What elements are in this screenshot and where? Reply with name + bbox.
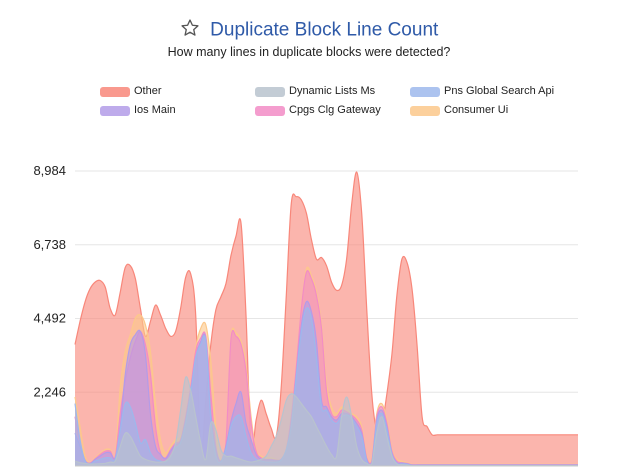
series-area-other[interactable] <box>75 172 578 466</box>
legend-swatch[interactable] <box>255 106 285 116</box>
y-tick-label: 8,984 <box>33 163 66 178</box>
legend-label[interactable]: Other <box>134 85 162 97</box>
series-area-pns-global-search-api[interactable] <box>75 307 578 466</box>
star-outline-icon[interactable] <box>180 18 200 43</box>
series-areas <box>74 171 579 467</box>
legend-swatch[interactable] <box>410 106 440 116</box>
y-tick-label: 6,738 <box>33 237 66 252</box>
legend-label[interactable]: Cpgs Clg Gateway <box>289 104 381 116</box>
chart-title: Duplicate Block Line Count <box>210 19 439 41</box>
legend-swatch[interactable] <box>100 87 130 97</box>
legend-swatch[interactable] <box>255 87 285 97</box>
legend-label[interactable]: Pns Global Search Api <box>444 85 555 97</box>
chart-header: Duplicate Block Line Count <box>0 18 618 43</box>
legend-swatch[interactable] <box>100 106 130 116</box>
series-line-other <box>74 171 578 456</box>
y-tick-label: 4,492 <box>33 311 66 326</box>
legend-label[interactable]: Consumer Ui <box>444 104 509 116</box>
legend-swatch[interactable] <box>410 87 440 97</box>
chart-subtitle: How many lines in duplicate blocks were … <box>167 45 451 59</box>
y-axis: 2,246 4,492 6,738 8,984 <box>33 163 578 467</box>
y-tick-label: 2,246 <box>33 384 66 399</box>
legend-label[interactable]: Dynamic Lists Ms <box>289 85 376 97</box>
legend-label[interactable]: Ios Main <box>134 104 176 116</box>
